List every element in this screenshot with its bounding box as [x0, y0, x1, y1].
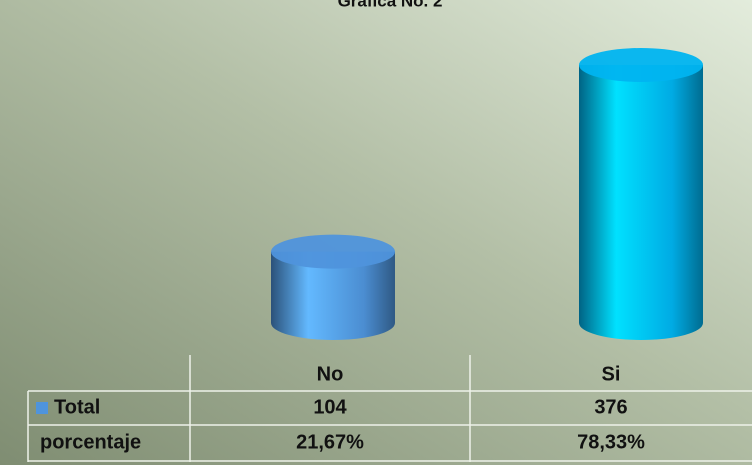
- bar-top: [271, 234, 395, 269]
- table-value: 78,33%: [577, 431, 645, 453]
- bar: [579, 65, 703, 340]
- table-value: 376: [594, 396, 627, 418]
- table-value: 104: [313, 396, 347, 418]
- table-header: No: [317, 363, 344, 385]
- legend-key: [36, 402, 48, 414]
- legend-label: Total: [54, 396, 100, 418]
- bar-top: [579, 48, 703, 82]
- chart-title: Grafica No. 2: [338, 0, 443, 10]
- bar: [271, 251, 395, 340]
- table-value: 21,67%: [296, 431, 364, 453]
- table-header: Si: [602, 363, 621, 385]
- row-label: porcentaje: [40, 431, 141, 453]
